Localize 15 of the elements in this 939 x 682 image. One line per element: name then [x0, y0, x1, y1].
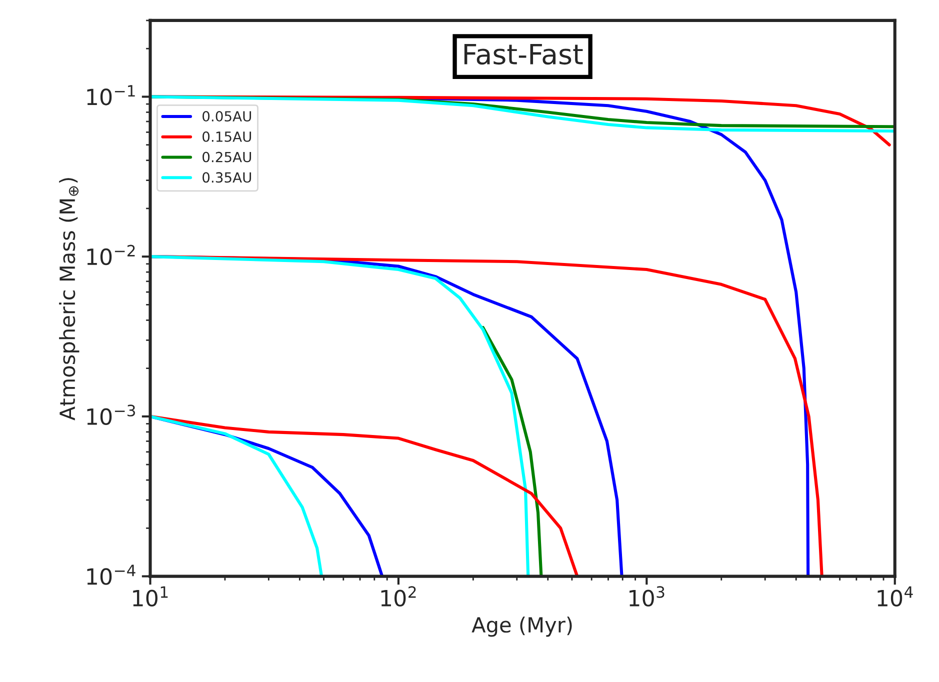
y-axis-title: Atmospheric Mass (M$_{⊕}$)	[59, 178, 80, 420]
y-tick-label: 10$^{−3}$	[87, 404, 135, 426]
x-tick-label: 10$^{3}$	[630, 586, 664, 607]
x-axis-title: Age (Myr)	[472, 616, 572, 637]
y-tick-label: 10$^{−1}$	[87, 85, 135, 106]
legend-label: 0.35AU	[202, 172, 252, 183]
x-tick-label: 10$^{2}$	[381, 586, 416, 607]
x-tick-label: 10$^{4}$	[878, 586, 913, 607]
x-tick-label: 10$^{1}$	[133, 586, 168, 607]
y-tick-label: 10$^{−2}$	[87, 244, 135, 266]
text: Fast-Fast	[464, 44, 583, 65]
legend-label: 0.25AU	[202, 152, 252, 162]
legend-label: 0.15AU	[202, 131, 252, 142]
legend-label: 0.05AU	[202, 111, 252, 122]
y-tick-label: 10$^{−4}$	[87, 564, 136, 585]
